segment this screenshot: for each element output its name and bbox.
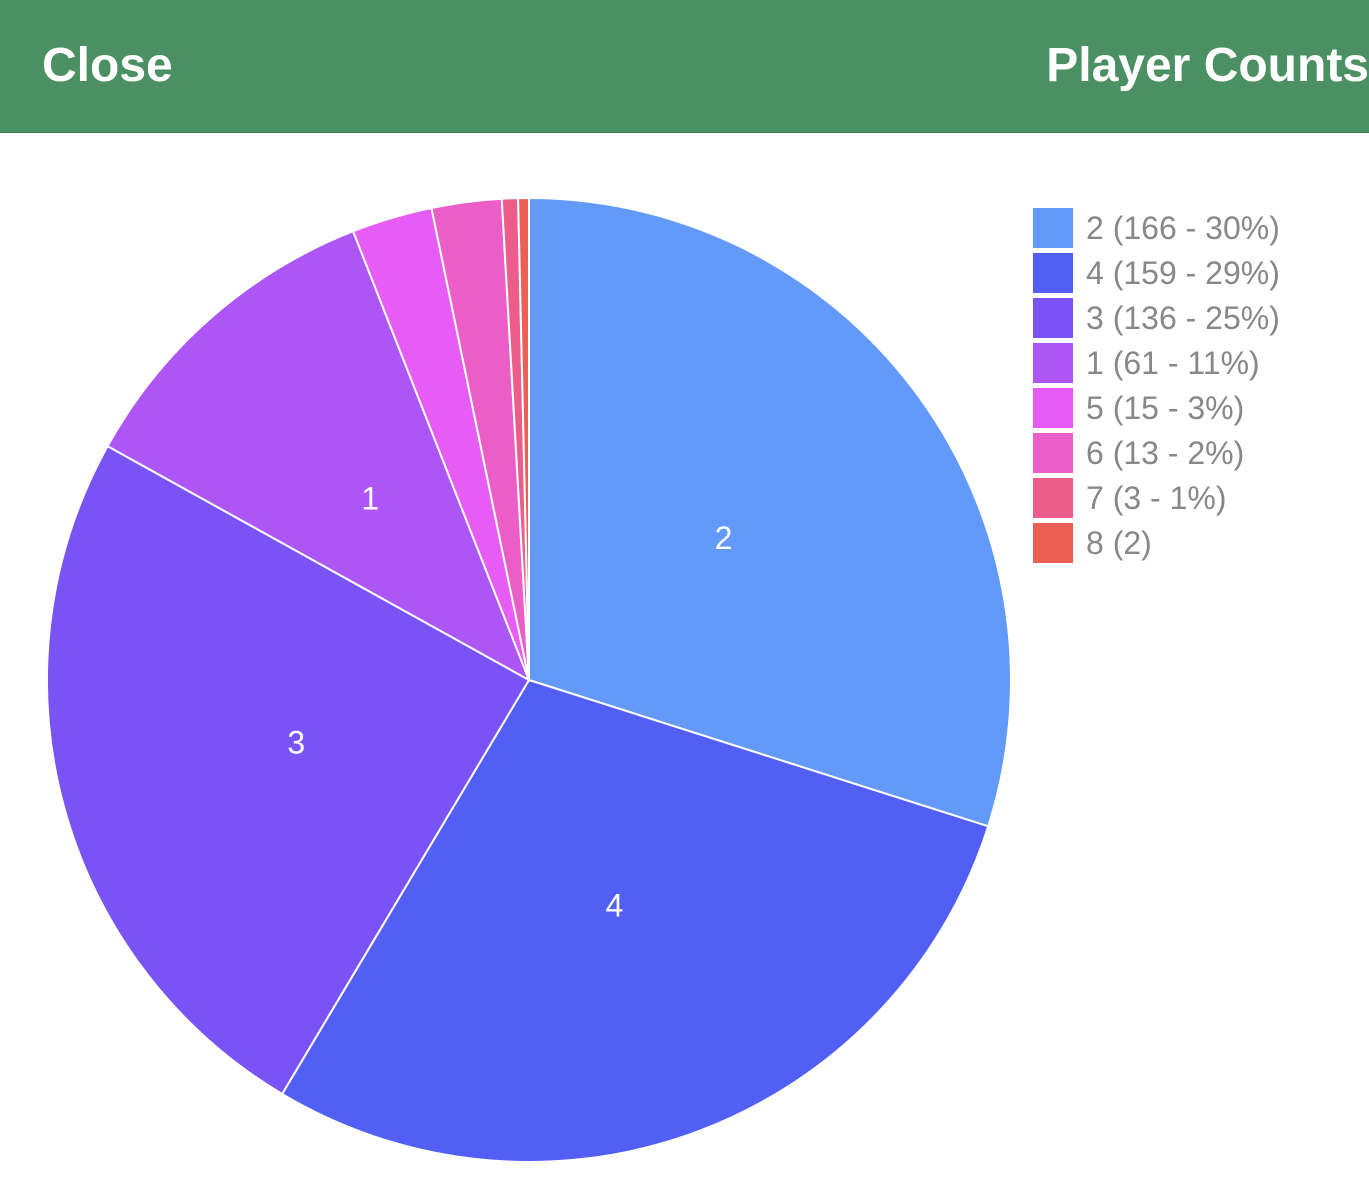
legend-swatch	[1033, 522, 1073, 563]
legend-swatch	[1033, 477, 1073, 518]
pie-slice-4[interactable]	[280, 678, 990, 1163]
slice-label-4: 4	[606, 887, 624, 923]
legend-item-2[interactable]: 2 (166 - 30%)	[1033, 205, 1280, 250]
legend-item-6[interactable]: 6 (13 - 2%)	[1033, 430, 1280, 475]
legend-swatch	[1033, 297, 1073, 338]
page-title: Player Counts	[1046, 39, 1369, 92]
legend-label: 5 (15 - 3%)	[1086, 389, 1245, 426]
slice-label-2: 2	[715, 520, 733, 556]
top-bar: Close Player Counts	[0, 0, 1369, 132]
pie-slice-8[interactable]	[517, 196, 530, 681]
legend-item-7[interactable]: 7 (3 - 1%)	[1033, 475, 1280, 520]
legend-swatch	[1033, 387, 1073, 428]
pie-slice-1[interactable]	[106, 229, 531, 683]
pie-slice-3[interactable]	[46, 444, 531, 1096]
legend-item-8[interactable]: 8 (2)	[1033, 520, 1280, 565]
legend-label: 2 (166 - 30%)	[1086, 209, 1280, 246]
legend-item-1[interactable]: 1 (61 - 11%)	[1033, 340, 1280, 385]
pie-slice-labels: 2 4 3 1	[287, 481, 732, 924]
legend-label: 3 (136 - 25%)	[1086, 299, 1280, 336]
pie-slice-2[interactable]	[528, 196, 1012, 828]
legend-label: 7 (3 - 1%)	[1086, 479, 1227, 516]
legend-swatch	[1033, 432, 1073, 473]
legend-swatch	[1033, 207, 1073, 248]
pie-chart: 2 4 3 1	[46, 196, 1012, 1163]
chart-legend: 2 (166 - 30%) 4 (159 - 29%) 3 (136 - 25%) 1…	[1033, 205, 1280, 565]
legend-label: 4 (159 - 29%)	[1086, 254, 1280, 291]
close-button[interactable]: Close	[42, 39, 173, 92]
legend-label: 1 (61 - 11%)	[1086, 344, 1260, 381]
legend-swatch	[1033, 252, 1073, 293]
legend-label: 8 (2)	[1086, 524, 1152, 561]
legend-swatch	[1033, 342, 1073, 383]
slice-label-1: 1	[361, 481, 379, 517]
legend-item-4[interactable]: 4 (159 - 29%)	[1033, 250, 1280, 295]
legend-item-3[interactable]: 3 (136 - 25%)	[1033, 295, 1280, 340]
pie-slices	[46, 196, 1012, 1163]
legend-label: 6 (13 - 2%)	[1086, 434, 1245, 471]
legend-item-5[interactable]: 5 (15 - 3%)	[1033, 385, 1280, 430]
slice-label-3: 3	[287, 725, 305, 761]
